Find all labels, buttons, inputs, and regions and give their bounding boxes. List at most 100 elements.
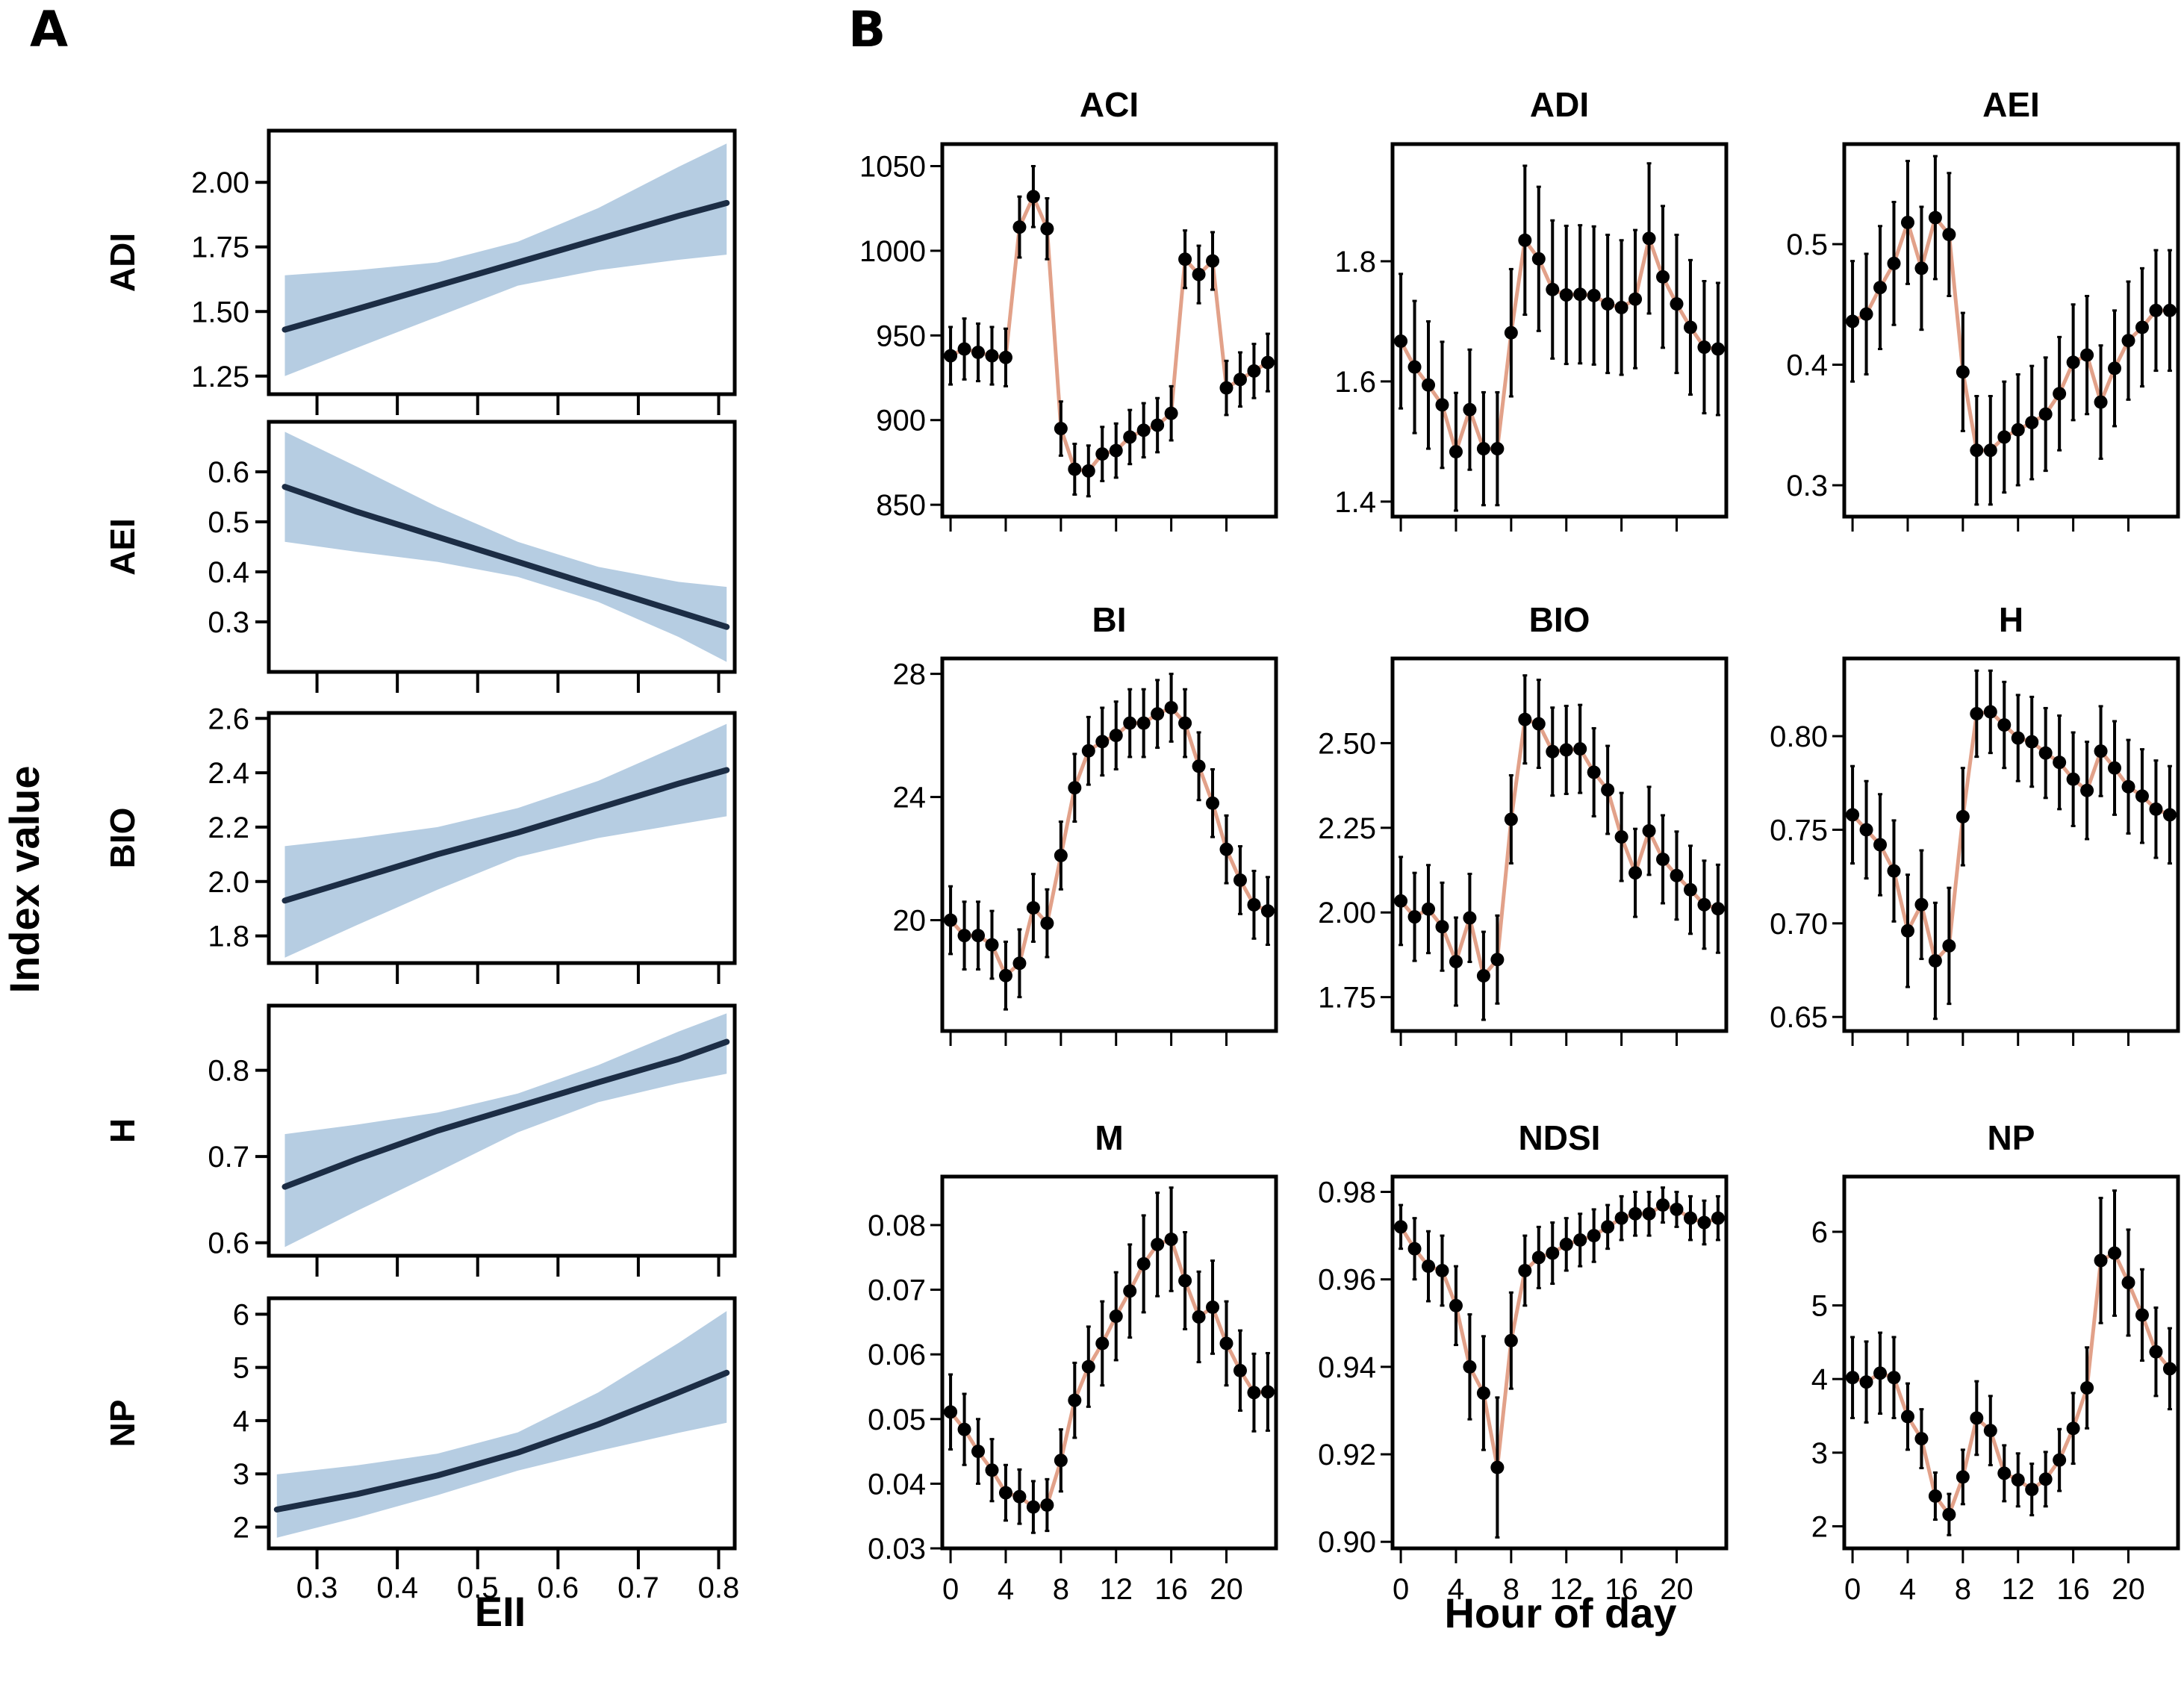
- data-point: [1206, 254, 1220, 268]
- x-tick-label: 8: [1955, 1573, 1971, 1606]
- data-point: [2149, 802, 2163, 816]
- data-point: [2011, 423, 2025, 437]
- y-tick-label: 0.90: [1318, 1526, 1376, 1559]
- data-point: [1247, 1386, 1261, 1400]
- data-point: [1697, 897, 1711, 912]
- x-tick-label: 16: [1154, 1573, 1188, 1606]
- y-tick-label: 0.8: [208, 1055, 249, 1088]
- data-point: [1095, 735, 1110, 749]
- x-tick-label: 4: [1900, 1573, 1916, 1606]
- y-tick-label: 2.00: [191, 166, 249, 199]
- data-point: [971, 345, 986, 359]
- plot-frame: [267, 128, 737, 396]
- x-tick-label: 0: [942, 1573, 959, 1606]
- data-point: [1928, 953, 1942, 968]
- data-point: [1956, 1470, 1970, 1484]
- data-point: [2149, 303, 2163, 317]
- data-point: [1260, 355, 1275, 370]
- data-point: [1656, 853, 1670, 867]
- data-point: [2108, 361, 2122, 376]
- data-point: [1476, 442, 1490, 456]
- data-point: [1859, 1375, 1873, 1389]
- hourly-mean-line: [949, 1237, 1269, 1510]
- y-tick-label: 0.5: [208, 506, 249, 539]
- data-point: [2011, 1473, 2025, 1487]
- data-point: [2121, 779, 2135, 794]
- hourly-mean-line: [1399, 236, 1719, 454]
- data-point: [1873, 838, 1888, 852]
- data-point: [944, 1405, 958, 1419]
- data-point: [1518, 712, 1532, 726]
- data-point: [1219, 842, 1233, 856]
- data-point: [1123, 1284, 1137, 1298]
- data-point: [1260, 904, 1275, 918]
- data-point: [1683, 320, 1697, 334]
- subplot-title: BIO: [1529, 600, 1590, 639]
- fit-line: [281, 484, 730, 630]
- data-point: [1859, 823, 1873, 837]
- data-point: [1490, 953, 1505, 967]
- data-point: [2066, 355, 2080, 370]
- panel-b: ACI85090095010001050ADI1.41.61.8AEI0.30.…: [859, 85, 2180, 1606]
- data-point: [1559, 288, 1573, 302]
- data-point: [2038, 407, 2053, 421]
- data-point: [1942, 1507, 1956, 1521]
- data-point: [1900, 923, 1914, 938]
- data-point: [1233, 873, 1247, 887]
- data-point: [1435, 920, 1449, 934]
- data-point: [1587, 288, 1601, 302]
- y-tick-label: 0.4: [1786, 349, 1828, 382]
- data-point: [1219, 1336, 1233, 1351]
- y-tick-label: 2: [233, 1511, 249, 1544]
- data-point: [1601, 1220, 1615, 1234]
- x-tick-label: 0.6: [538, 1572, 579, 1604]
- x-tick-label: 4: [1448, 1573, 1464, 1606]
- plot-frame: [1390, 142, 1729, 519]
- data-point: [1504, 812, 1518, 826]
- data-point: [1956, 809, 1970, 823]
- y-tick-label: 1050: [859, 150, 926, 183]
- y-tick-label: 1.75: [1318, 982, 1376, 1015]
- hourly-mean-line: [1851, 216, 2170, 452]
- data-point: [1887, 1371, 1901, 1385]
- data-point: [1587, 765, 1601, 779]
- data-point: [1151, 418, 1165, 432]
- data-point: [1997, 718, 2012, 732]
- y-tick-label: 0.4: [208, 556, 249, 589]
- data-point: [1490, 1460, 1505, 1474]
- y-tick-label: 0.65: [1770, 1001, 1828, 1034]
- plot-frame: [940, 1174, 1278, 1551]
- y-tick-label: 0.98: [1318, 1177, 1376, 1209]
- fit-line: [273, 1369, 730, 1513]
- data-point: [1012, 1489, 1027, 1504]
- data-point: [1873, 1366, 1888, 1380]
- data-point: [1192, 1309, 1206, 1324]
- data-point: [1164, 1233, 1178, 1247]
- data-point: [1997, 430, 2012, 444]
- x-tick-label: 0.8: [698, 1572, 740, 1604]
- data-point: [1873, 281, 1888, 295]
- data-point: [1997, 1466, 2012, 1480]
- subplot-label: AEI: [103, 518, 142, 576]
- panel-a-y-axis-label: Index value: [1, 765, 48, 993]
- plot-frame: [1842, 142, 2180, 519]
- x-tick-label: 12: [1549, 1573, 1583, 1606]
- data-point: [2038, 1472, 2053, 1486]
- data-point: [1081, 464, 1095, 478]
- data-point: [1628, 866, 1643, 880]
- data-point: [1260, 1385, 1275, 1399]
- data-point: [1463, 402, 1477, 417]
- data-point: [1846, 1371, 1860, 1385]
- data-point: [1109, 443, 1123, 458]
- data-point: [1026, 190, 1040, 204]
- hourly-mean-line: [1852, 1251, 2171, 1517]
- plot-frame: [267, 1296, 737, 1551]
- y-tick-label: 2.0: [208, 866, 249, 899]
- data-point: [1394, 334, 1408, 348]
- data-point: [1178, 252, 1192, 267]
- data-point: [1546, 282, 1560, 296]
- data-point: [1164, 406, 1178, 420]
- y-tick-label: 0.6: [208, 1227, 249, 1260]
- hourly-mean-line: [1399, 1203, 1719, 1470]
